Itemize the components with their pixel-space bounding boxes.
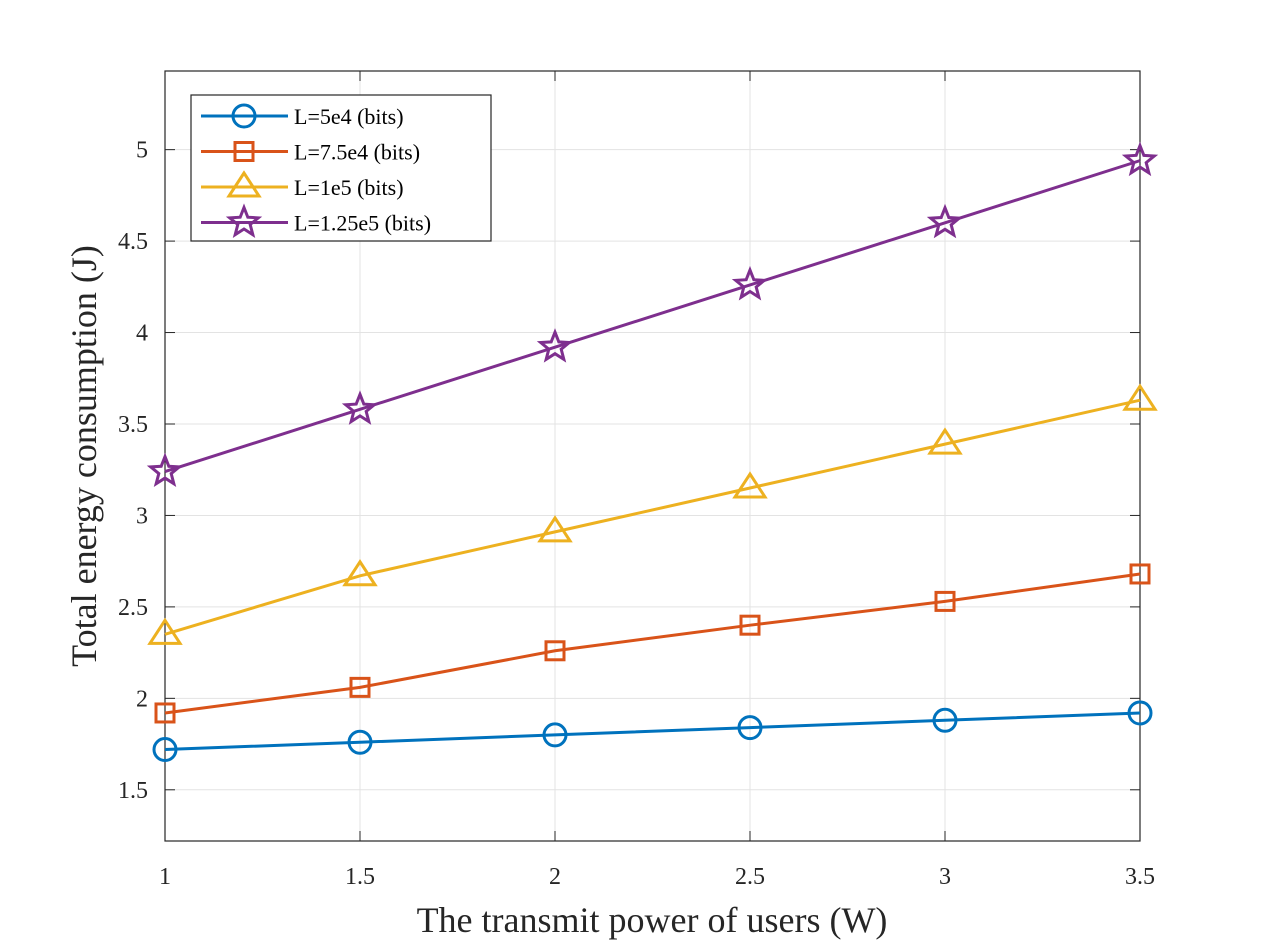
data-point-circle bbox=[542, 722, 568, 748]
y-tick-label: 2 bbox=[136, 686, 148, 712]
data-point-circle bbox=[152, 737, 178, 763]
series-line bbox=[164, 159, 1141, 473]
data-point-circle bbox=[932, 707, 958, 733]
data-point-triangle bbox=[147, 617, 183, 645]
series-line bbox=[164, 572, 1141, 715]
data-point-star bbox=[731, 265, 769, 301]
legend-marker bbox=[226, 170, 262, 198]
y-axis-title: Total energy consumption (J) bbox=[64, 245, 104, 667]
data-point-star bbox=[341, 390, 379, 425]
data-point-triangle bbox=[537, 515, 573, 543]
x-tick-label: 1.5 bbox=[345, 864, 375, 890]
x-tick-label: 3.5 bbox=[1125, 864, 1155, 890]
data-point-star bbox=[926, 203, 964, 239]
data-point-star bbox=[1121, 141, 1159, 177]
data-point-triangle bbox=[732, 471, 768, 499]
legend-marker bbox=[231, 103, 257, 129]
x-axis-title: The transmit power of users (W) bbox=[417, 900, 888, 940]
legend-item: L=5e4 (bits) bbox=[201, 103, 404, 129]
x-tick-label: 3 bbox=[939, 864, 951, 890]
y-tick-label: 4.5 bbox=[118, 229, 148, 255]
data-point-square bbox=[934, 590, 956, 612]
y-tick-label: 3.5 bbox=[118, 412, 148, 438]
y-tick-label: 2.5 bbox=[118, 595, 148, 621]
series-group bbox=[146, 141, 1159, 763]
data-point-triangle bbox=[342, 559, 378, 587]
data-point-square bbox=[544, 640, 566, 662]
legend-marker bbox=[233, 141, 255, 162]
series-line bbox=[164, 711, 1141, 752]
y-tick-label: 4 bbox=[136, 321, 148, 347]
series-line bbox=[164, 398, 1141, 636]
y-tick-label: 5 bbox=[136, 138, 148, 164]
data-point-square bbox=[1129, 563, 1151, 585]
data-point-square bbox=[154, 702, 176, 724]
series-2 bbox=[154, 563, 1151, 724]
x-tick-label: 2 bbox=[549, 864, 561, 890]
series-1 bbox=[152, 700, 1153, 763]
data-point-square bbox=[349, 676, 371, 698]
legend: L=5e4 (bits) L=7.5e4 (bits) L=1e5 (bits) L=… bbox=[190, 94, 492, 242]
data-point-circle bbox=[1127, 700, 1153, 726]
data-point-triangle bbox=[1122, 383, 1158, 411]
legend-label: L=1.25e5 (bits) bbox=[294, 211, 431, 236]
data-point-circle bbox=[347, 729, 373, 755]
x-tick-label: 2.5 bbox=[735, 864, 765, 890]
data-point-triangle bbox=[927, 427, 963, 455]
legend-marker bbox=[225, 203, 263, 238]
y-tick-label: 3 bbox=[136, 503, 148, 529]
legend-item: L=1e5 (bits) bbox=[201, 170, 404, 200]
data-point-circle bbox=[737, 715, 763, 741]
legend-item: L=7.5e4 (bits) bbox=[201, 140, 420, 165]
series-3 bbox=[147, 383, 1158, 645]
data-point-square bbox=[739, 614, 761, 636]
legend-item: L=1.25e5 (bits) bbox=[201, 203, 431, 238]
legend-label: L=5e4 (bits) bbox=[294, 104, 404, 129]
data-point-star bbox=[146, 452, 184, 488]
series-4 bbox=[146, 141, 1159, 488]
data-point-star bbox=[536, 328, 574, 363]
legend-label: L=7.5e4 (bits) bbox=[294, 140, 420, 165]
axis-ticks: 1 1.5 2 2.5 3 3.5 1.5 2 2.5 3 3.5 4 4.5 5 bbox=[118, 71, 1155, 890]
y-tick-label: 1.5 bbox=[118, 778, 148, 804]
x-tick-label: 1 bbox=[159, 864, 171, 890]
legend-label: L=1e5 (bits) bbox=[294, 175, 404, 200]
